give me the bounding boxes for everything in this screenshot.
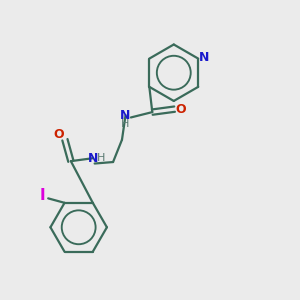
Text: N: N [120, 109, 131, 122]
Text: O: O [176, 103, 186, 116]
Text: I: I [39, 188, 45, 203]
Text: O: O [54, 128, 64, 141]
Text: H: H [97, 153, 105, 163]
Text: H: H [122, 119, 130, 129]
Text: N: N [88, 152, 98, 165]
Text: N: N [198, 51, 209, 64]
